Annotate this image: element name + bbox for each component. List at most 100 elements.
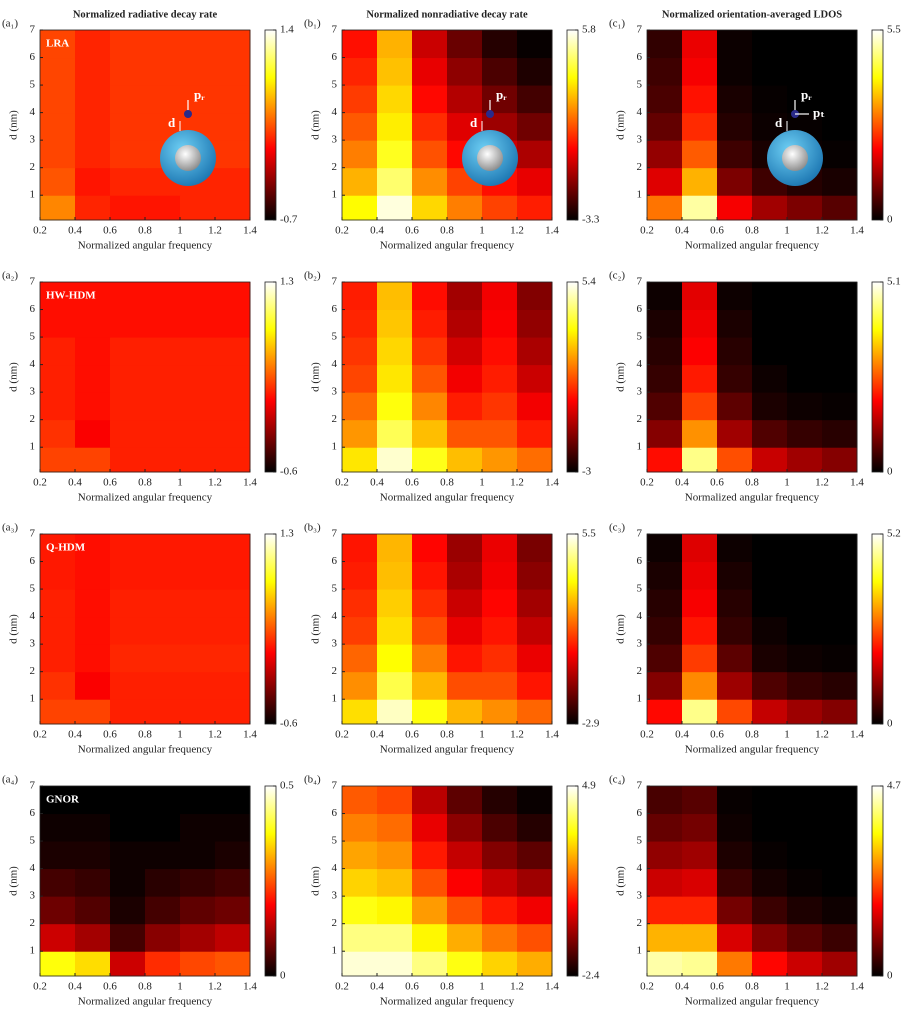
heat-cell <box>482 337 518 366</box>
heat-cell <box>110 392 146 421</box>
heat-cell <box>145 671 181 700</box>
x-tick-label: 0.4 <box>370 477 384 489</box>
heat-cell <box>517 140 553 169</box>
heat-cell <box>75 616 111 645</box>
y-tick-label: 6 <box>30 51 36 63</box>
heat-cell <box>482 671 518 700</box>
y-tick-label: 7 <box>637 276 643 288</box>
heat-cell <box>447 896 483 925</box>
heat-cell <box>377 167 413 196</box>
heat-cell <box>717 616 753 645</box>
y-tick-label: 1 <box>30 693 36 705</box>
heat-cell <box>647 616 683 645</box>
heat-cell <box>787 841 823 870</box>
heat-cell <box>145 419 181 448</box>
heat-cell <box>647 364 683 393</box>
y-tick-label: 5 <box>637 79 643 91</box>
model-label: LRA <box>46 38 69 50</box>
heat-cell <box>40 841 76 870</box>
heat-cell <box>110 195 146 221</box>
dipole <box>184 110 192 118</box>
heat-cell <box>447 841 483 870</box>
heat-cell <box>647 951 683 977</box>
heat-cell <box>412 813 448 842</box>
colorbar <box>566 29 579 221</box>
x-tick-label: 1.2 <box>208 477 222 489</box>
y-tick-label: 7 <box>30 24 36 36</box>
x-tick-label: 1 <box>177 729 183 741</box>
x-tick-label: 1.2 <box>815 981 829 993</box>
sphere-core <box>782 145 808 171</box>
x-tick-label: 1.2 <box>208 729 222 741</box>
heat-cell <box>517 841 553 870</box>
heat-cell <box>822 671 858 700</box>
heat-cell <box>342 841 378 870</box>
x-tick-label: 1 <box>177 477 183 489</box>
x-tick-label: 1.2 <box>815 477 829 489</box>
x-tick-label: 1.4 <box>850 729 864 741</box>
heat-cell <box>215 112 251 141</box>
heat-cell <box>377 671 413 700</box>
x-tick-label: 1 <box>177 981 183 993</box>
heat-cell <box>647 589 683 618</box>
heat-cell <box>717 337 753 366</box>
heat-cell <box>75 786 111 815</box>
x-tick-label: 0.2 <box>640 729 654 741</box>
x-tick-label: 1 <box>479 981 485 993</box>
heat-cell <box>517 786 553 815</box>
heat-cell <box>215 896 251 925</box>
heat-cell <box>40 140 76 169</box>
heat-cell <box>377 786 413 815</box>
heat-cell <box>682 195 718 221</box>
sphere-core <box>175 145 201 171</box>
colorbar <box>264 533 277 725</box>
y-tick-label: 3 <box>30 134 36 146</box>
model-label: GNOR <box>46 794 80 806</box>
heat-cell <box>75 364 111 393</box>
heat-cell <box>517 813 553 842</box>
heat-cell <box>517 923 553 952</box>
sphere-core <box>477 145 503 171</box>
y-axis-label: d (nm) <box>615 362 627 392</box>
heat-cell <box>517 282 553 311</box>
x-tick-label: 0.4 <box>68 729 82 741</box>
heat-cell <box>682 167 718 196</box>
heat-cell <box>110 30 146 59</box>
heat-cell <box>342 813 378 842</box>
colorbar-tick-label: 1.3 <box>280 528 294 540</box>
heat-cell <box>717 699 753 725</box>
heat-cell <box>40 364 76 393</box>
colorbar <box>871 29 884 221</box>
heat-cell <box>75 671 111 700</box>
colorbar-tick-label: 5.2 <box>887 528 901 540</box>
x-tick-label: 0.2 <box>640 225 654 237</box>
heat-cell <box>717 534 753 563</box>
x-tick-label: 0.8 <box>745 477 759 489</box>
heat-cell <box>517 644 553 673</box>
heat-cell <box>787 644 823 673</box>
x-tick-label: 0.4 <box>675 981 689 993</box>
heat-cell <box>342 671 378 700</box>
x-tick-label: 0.2 <box>335 981 349 993</box>
heat-cell <box>377 841 413 870</box>
heat-cell <box>377 85 413 114</box>
x-tick-label: 0.2 <box>33 729 47 741</box>
heat-cell <box>717 392 753 421</box>
heat-cell <box>682 309 718 338</box>
heat-cell <box>647 195 683 221</box>
heat-cell <box>822 951 858 977</box>
colorbar <box>871 281 884 473</box>
inset-label: d <box>775 115 783 130</box>
heat-cell <box>822 699 858 725</box>
x-tick-label: 0.8 <box>440 981 454 993</box>
y-tick-label: 1 <box>637 693 643 705</box>
y-axis-label: d (nm) <box>8 110 20 140</box>
heat-cell <box>752 951 788 977</box>
y-tick-label: 2 <box>30 665 36 677</box>
heat-cell <box>40 337 76 366</box>
y-tick-label: 5 <box>30 331 36 343</box>
heat-cell <box>180 195 216 221</box>
heat-cell <box>342 447 378 473</box>
heat-cell <box>482 951 518 977</box>
x-tick-label: 0.8 <box>440 225 454 237</box>
